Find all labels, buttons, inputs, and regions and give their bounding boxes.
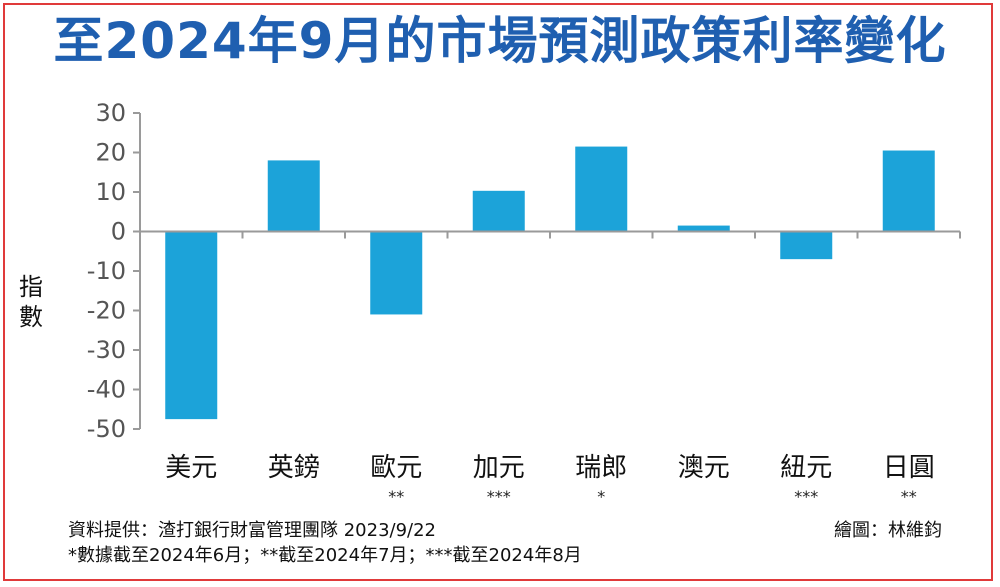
- y-tick-label: 30: [95, 99, 126, 127]
- y-axis-label: 指數: [19, 273, 43, 331]
- chart-frame: [3, 3, 993, 581]
- bar: [677, 225, 730, 232]
- bar: [575, 146, 628, 232]
- credit-note: 繪圖：林維鈞: [834, 520, 942, 541]
- category-note: ***: [794, 487, 818, 506]
- bar: [472, 190, 525, 232]
- y-tick-label: -10: [87, 257, 126, 285]
- category-label: 日圓: [883, 453, 935, 483]
- bar: [165, 231, 218, 420]
- category-label: 美元: [165, 453, 217, 483]
- category-label: 瑞郎: [575, 453, 627, 483]
- category-label: 加元: [473, 453, 525, 483]
- category-note: **: [388, 487, 404, 506]
- source-note: 資料提供：渣打銀行財富管理團隊 2023/9/22: [68, 520, 437, 541]
- bar: [370, 231, 423, 315]
- y-tick-label: -30: [87, 336, 126, 364]
- y-tick-label: 0: [111, 218, 126, 246]
- bar: [267, 160, 320, 232]
- y-tick-label: 10: [95, 178, 126, 206]
- category-note: *: [597, 487, 605, 506]
- y-tick-label: -50: [87, 415, 126, 443]
- y-tick-label: 20: [95, 139, 126, 167]
- category-label: 英鎊: [268, 453, 320, 483]
- chart-title: 至2024年9月的市場預測政策利率變化: [53, 12, 947, 70]
- category-label: 澳元: [678, 453, 730, 483]
- footnote: *數據截至2024年6月；**截至2024年7月；***截至2024年8月: [68, 545, 582, 566]
- category-note: **: [901, 487, 917, 506]
- bar: [780, 231, 833, 260]
- y-tick-label: -40: [87, 376, 126, 404]
- bar: [882, 150, 935, 232]
- category-note: ***: [487, 487, 511, 506]
- category-label: 歐元: [370, 453, 422, 483]
- category-label: 紐元: [780, 453, 832, 483]
- y-tick-label: -20: [87, 297, 126, 325]
